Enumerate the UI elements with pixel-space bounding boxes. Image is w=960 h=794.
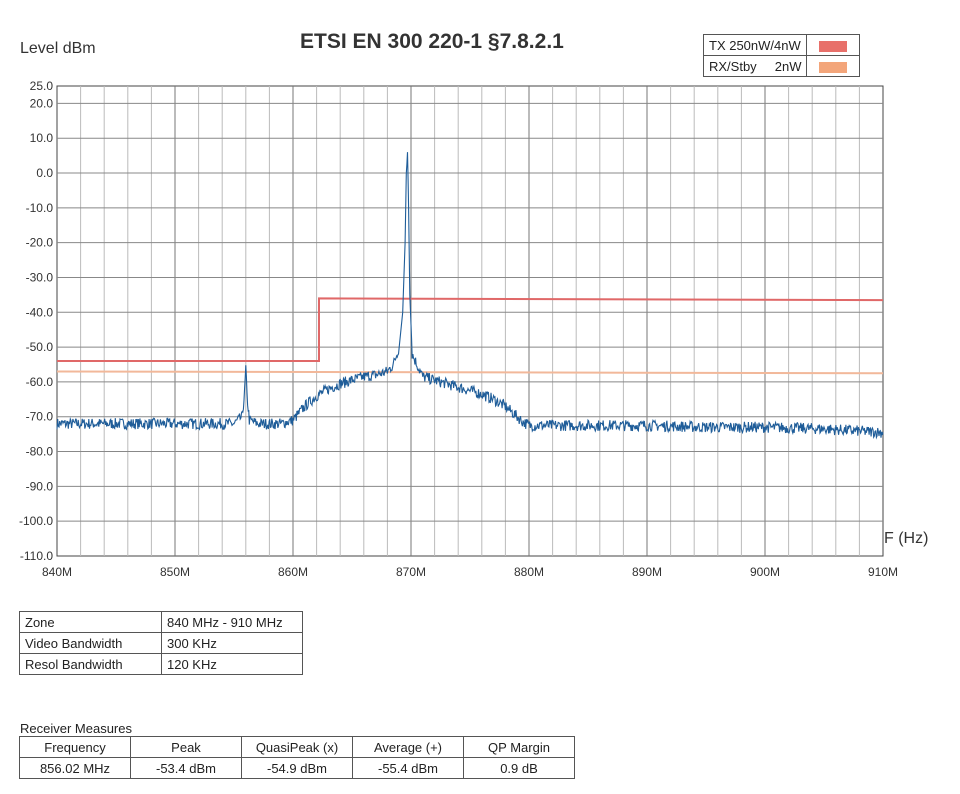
- tx-limit-line: [57, 297, 884, 362]
- y-tick-label: -110.0: [20, 549, 53, 563]
- table-cell: 840 MHz - 910 MHz: [161, 611, 303, 633]
- x-tick-label: 900M: [750, 565, 780, 579]
- measures-table: Frequency Peak QuasiPeak (x) Average (+)…: [19, 736, 575, 779]
- table-cell: 300 KHz: [161, 632, 303, 654]
- y-tick-label: 20.0: [30, 96, 54, 110]
- y-tick-label: 10.0: [30, 131, 54, 145]
- rx-limit-line: [56, 370, 884, 375]
- table-cell: -55.4 dBm: [352, 757, 464, 779]
- table-cell: Zone: [19, 611, 162, 633]
- legend-swatch-tx: [819, 40, 848, 52]
- y-tick-label: 0.0: [36, 166, 53, 180]
- chart-title: ETSI EN 300 220-1 §7.8.2.1: [300, 30, 564, 53]
- legend-item: RX/Stby 2nW: [702, 55, 861, 77]
- y-tick-label: 25.0: [30, 79, 54, 93]
- table-header-row: Frequency Peak QuasiPeak (x) Average (+)…: [19, 736, 575, 758]
- y-tick-label: -70.0: [26, 410, 54, 424]
- y-tick-label: -80.0: [26, 445, 54, 459]
- x-tick-label: 850M: [160, 565, 190, 579]
- table-cell: Resol Bandwidth: [19, 653, 162, 675]
- y-axis-label: Level dBm: [20, 40, 96, 57]
- x-tick-label: 890M: [632, 565, 662, 579]
- x-tick-label: 860M: [278, 565, 308, 579]
- table-row: 856.02 MHz -53.4 dBm -54.9 dBm -55.4 dBm…: [19, 757, 575, 779]
- limit-lines: [56, 297, 884, 375]
- x-tick-label: 870M: [396, 565, 426, 579]
- chart-grid: [56, 85, 884, 557]
- table-cell: 856.02 MHz: [19, 757, 131, 779]
- y-tick-label: -100.0: [19, 514, 53, 528]
- y-tick-label: -30.0: [26, 270, 54, 284]
- spectrum-trace-line: [56, 152, 884, 440]
- y-tick-label: -20.0: [26, 236, 54, 250]
- y-tick-label: -10.0: [26, 201, 54, 215]
- y-tick-label: -50.0: [26, 340, 54, 354]
- table-header: Average (+): [352, 736, 464, 758]
- table-header: QuasiPeak (x): [241, 736, 353, 758]
- table-cell: 120 KHz: [161, 653, 303, 675]
- x-tick-label: 840M: [42, 565, 72, 579]
- x-tick-label: 880M: [514, 565, 544, 579]
- legend-swatch-rx: [819, 61, 848, 73]
- measures-caption: Receiver Measures: [20, 721, 132, 736]
- table-row: Resol Bandwidth 120 KHz: [19, 653, 303, 675]
- settings-table: Zone 840 MHz - 910 MHz Video Bandwidth 3…: [19, 611, 303, 675]
- table-header: QP Margin: [463, 736, 575, 758]
- spectrum-trace: [56, 152, 884, 440]
- spectrum-chart: 25.0 20.0 10.0 0.0 -10.0 -20.0 -30.0 -40.0 -50.0…: [19, 79, 898, 579]
- y-tick-label: -90.0: [26, 479, 54, 493]
- table-cell: -54.9 dBm: [241, 757, 353, 779]
- table-row: Video Bandwidth 300 KHz: [19, 632, 303, 654]
- legend-label: TX 250nW/4nW: [702, 34, 808, 56]
- legend: TX 250nW/4nW RX/Stby 2nW: [702, 34, 861, 77]
- plot-frame: [56, 85, 884, 557]
- table-cell: Video Bandwidth: [19, 632, 162, 654]
- table-header: Frequency: [19, 736, 131, 758]
- x-axis-label: F (Hz): [884, 530, 929, 547]
- table-row: Zone 840 MHz - 910 MHz: [19, 611, 303, 633]
- legend-item: TX 250nW/4nW: [702, 34, 861, 56]
- x-axis-ticks: 840M 850M 860M 870M 880M 890M 900M 910M: [42, 565, 898, 579]
- table-cell: -53.4 dBm: [130, 757, 242, 779]
- y-axis-ticks: 25.0 20.0 10.0 0.0 -10.0 -20.0 -30.0 -40.0 -50.0…: [19, 79, 53, 563]
- x-tick-label: 910M: [868, 565, 898, 579]
- table-cell: 0.9 dB: [463, 757, 575, 779]
- legend-label: RX/Stby 2nW: [702, 55, 808, 77]
- table-header: Peak: [130, 736, 242, 758]
- y-tick-label: -40.0: [26, 305, 54, 319]
- y-tick-label: -60.0: [26, 375, 54, 389]
